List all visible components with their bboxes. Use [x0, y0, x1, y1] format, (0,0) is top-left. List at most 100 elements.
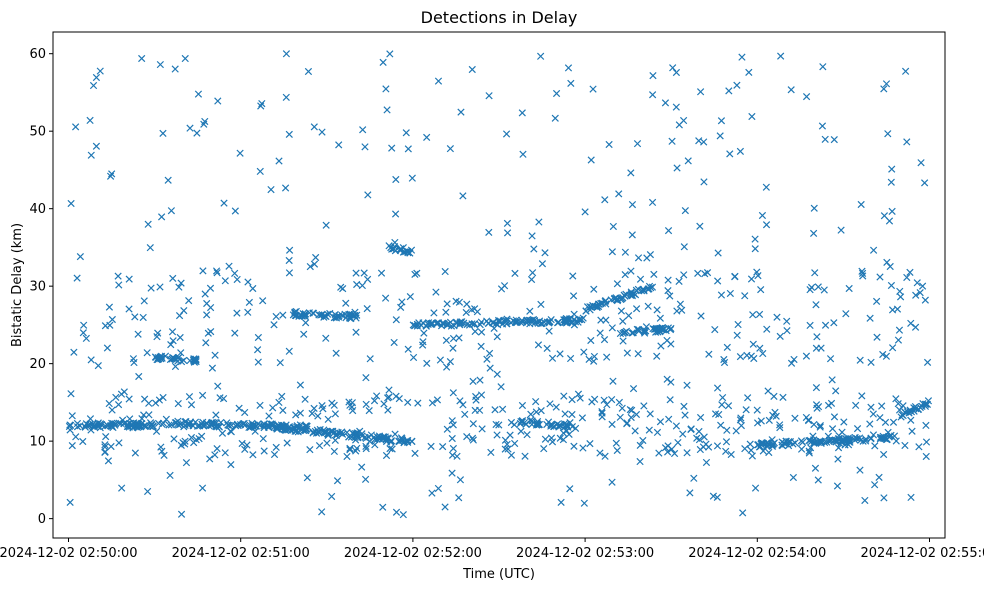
detection-point: [557, 498, 565, 507]
detection-point: [485, 349, 494, 357]
detection-point: [146, 419, 155, 427]
detection-point: [244, 278, 252, 286]
detection-point: [433, 396, 442, 404]
detection-point: [275, 157, 283, 165]
detection-point: [129, 424, 137, 432]
detection-point: [589, 301, 597, 310]
detection-point: [177, 279, 185, 287]
detection-point: [817, 437, 825, 446]
detection-point: [872, 297, 881, 305]
detection-point: [702, 458, 711, 467]
detection-point: [231, 269, 239, 277]
detection-point: [272, 424, 280, 432]
detection-point: [177, 349, 185, 357]
detection-point: [548, 354, 557, 362]
detection-point: [765, 448, 773, 457]
detection-point: [552, 403, 560, 411]
detection-point: [281, 184, 290, 192]
detection-point: [323, 439, 331, 447]
detection-point: [585, 355, 593, 364]
detection-point: [769, 440, 777, 448]
detection-point: [335, 141, 343, 149]
detection-point: [608, 420, 616, 428]
detection-point: [907, 493, 915, 502]
detection-point: [563, 318, 571, 327]
detection-point: [236, 149, 244, 157]
detection-point: [152, 427, 161, 435]
detection-point: [703, 268, 712, 277]
detection-point: [498, 405, 507, 413]
detection-point: [629, 384, 638, 393]
detection-point: [732, 427, 740, 435]
detection-point: [566, 485, 574, 493]
detection-point: [285, 347, 293, 355]
detection-point: [468, 434, 477, 442]
detection-point: [177, 441, 185, 449]
detection-point: [456, 476, 465, 484]
detection-point: [569, 292, 578, 300]
detection-point: [169, 337, 177, 345]
detection-point: [911, 323, 920, 331]
detection-point: [903, 138, 911, 146]
detection-point: [921, 400, 929, 408]
detection-point: [517, 427, 525, 435]
detection-point: [174, 399, 182, 408]
detection-point: [108, 170, 116, 178]
detection-point: [609, 377, 617, 385]
detection-point: [397, 303, 405, 311]
detection-point: [634, 326, 642, 334]
detection-point: [762, 183, 770, 191]
detection-point: [216, 394, 224, 402]
detection-point: [224, 421, 232, 429]
detection-point: [905, 409, 913, 417]
detection-point: [433, 319, 441, 327]
detection-point: [392, 316, 400, 324]
detection-point: [566, 418, 574, 427]
detection-point: [279, 311, 287, 319]
detection-point: [314, 412, 322, 420]
detection-point: [907, 319, 915, 327]
detection-point: [213, 444, 221, 453]
detection-point: [339, 284, 347, 293]
detection-point: [413, 269, 421, 277]
detection-point: [298, 312, 306, 320]
detection-point: [830, 319, 838, 327]
detection-point: [907, 416, 915, 424]
detection-point: [408, 437, 416, 445]
detection-point: [639, 436, 647, 445]
x-tick-label: 2024-12-02 02:55:00: [860, 546, 984, 561]
detection-point: [673, 164, 681, 172]
detection-point: [669, 64, 677, 72]
detection-point: [718, 401, 726, 409]
detection-point: [72, 433, 80, 441]
detection-point: [404, 345, 412, 353]
detection-point: [908, 427, 916, 435]
detection-point: [233, 275, 241, 284]
detection-point: [672, 103, 680, 111]
detection-point: [81, 423, 89, 431]
detection-point: [601, 297, 609, 306]
detection-point: [629, 329, 637, 337]
detection-point: [352, 269, 360, 277]
detection-point: [818, 122, 827, 130]
detection-point: [737, 414, 745, 422]
detection-point: [428, 489, 436, 497]
detection-point: [285, 269, 294, 277]
detection-point: [131, 313, 139, 321]
detection-point: [532, 397, 540, 406]
detection-point: [778, 438, 786, 446]
detection-point: [713, 493, 721, 502]
detection-point: [315, 442, 324, 450]
detection-point: [763, 442, 771, 450]
plot-frame: [52, 31, 946, 539]
detection-point: [118, 484, 126, 492]
detection-point: [272, 312, 280, 321]
detection-point: [534, 319, 542, 327]
detection-point: [166, 471, 174, 480]
detection-point: [154, 329, 162, 337]
detection-point: [135, 372, 143, 381]
detection-point: [757, 417, 765, 425]
detection-point: [680, 271, 688, 279]
detection-point: [680, 243, 688, 251]
detection-point: [844, 441, 853, 449]
